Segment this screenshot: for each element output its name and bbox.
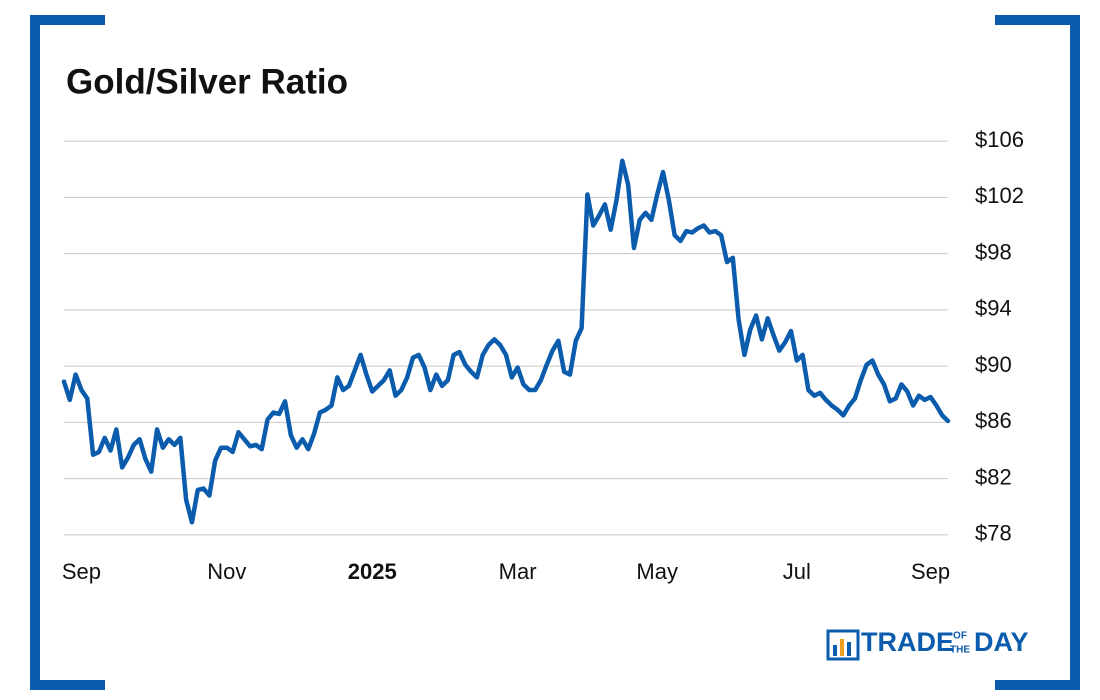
- logo-bar: [840, 639, 844, 656]
- y-tick-label: $82: [975, 464, 1012, 489]
- frame-left: [30, 15, 105, 690]
- logo-text: OF: [953, 631, 967, 642]
- logo-bar: [847, 642, 851, 656]
- y-tick-label: $98: [975, 239, 1012, 264]
- x-tick-label: Jul: [783, 559, 811, 584]
- brand-logo: TRADE OF THE DAY: [826, 627, 1029, 661]
- logo-bar: [833, 645, 837, 656]
- y-tick-label: $106: [975, 127, 1024, 152]
- logo-text: DAY: [974, 627, 1029, 657]
- chart-title: Gold/Silver Ratio: [66, 62, 348, 101]
- logo-text: THE: [950, 645, 970, 656]
- x-tick-label: Mar: [499, 559, 537, 584]
- x-tick-label: Sep: [911, 559, 950, 584]
- y-tick-label: $78: [975, 521, 1012, 546]
- logo-box: [826, 629, 860, 661]
- frame-right: [995, 15, 1080, 690]
- x-tick-label: Sep: [62, 559, 101, 584]
- y-tick-label: $90: [975, 352, 1012, 377]
- y-tick-label: $94: [975, 296, 1012, 321]
- y-tick-label: $102: [975, 183, 1024, 208]
- y-tick-label: $86: [975, 408, 1012, 433]
- data-line: [61, 158, 951, 525]
- logo-text: TRADE: [861, 627, 954, 657]
- x-tick-label: Nov: [207, 559, 246, 584]
- x-tick-label: 2025: [348, 559, 397, 584]
- x-tick-label: May: [636, 559, 678, 584]
